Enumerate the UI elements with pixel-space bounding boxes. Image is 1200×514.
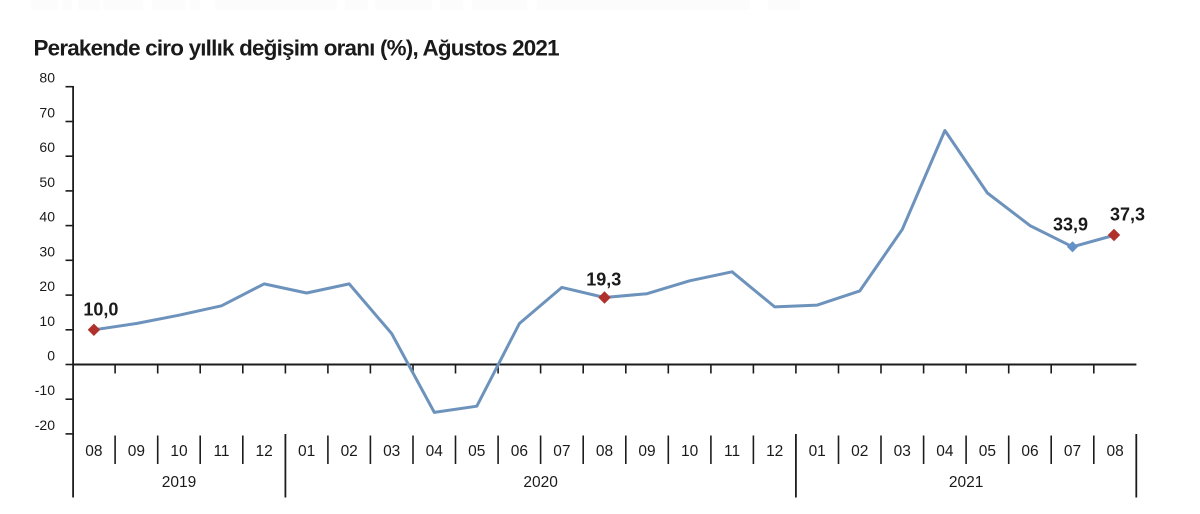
svg-text:19,3: 19,3: [586, 269, 621, 289]
svg-text:2019: 2019: [162, 474, 196, 491]
svg-text:12: 12: [766, 443, 783, 460]
svg-text:40: 40: [39, 209, 55, 225]
svg-text:70: 70: [39, 105, 55, 121]
svg-text:2021: 2021: [949, 474, 983, 491]
svg-text:20: 20: [39, 278, 55, 294]
svg-text:07: 07: [1064, 443, 1081, 460]
svg-text:01: 01: [809, 443, 826, 460]
svg-text:80: 80: [39, 70, 55, 86]
svg-text:05: 05: [979, 443, 996, 460]
svg-text:01: 01: [298, 443, 315, 460]
svg-text:10,0: 10,0: [83, 300, 118, 320]
svg-text:09: 09: [128, 443, 145, 460]
svg-text:08: 08: [596, 443, 613, 460]
svg-text:-20: -20: [35, 417, 55, 433]
svg-text:37,3: 37,3: [1110, 205, 1145, 225]
svg-text:0: 0: [47, 348, 55, 364]
svg-text:Perakende ciro yıllık değişim: Perakende ciro yıllık değişim oranı (%),…: [34, 36, 560, 61]
svg-text:04: 04: [936, 443, 954, 460]
svg-text:03: 03: [894, 443, 911, 460]
svg-text:10: 10: [170, 443, 188, 460]
svg-text:09: 09: [638, 443, 655, 460]
svg-text:11: 11: [724, 443, 740, 460]
svg-text:02: 02: [851, 443, 868, 460]
svg-text:60: 60: [39, 139, 55, 155]
svg-text:10: 10: [681, 443, 699, 460]
svg-text:02: 02: [341, 443, 358, 460]
svg-text:04: 04: [426, 443, 444, 460]
svg-text:03: 03: [383, 443, 400, 460]
svg-text:50: 50: [39, 174, 55, 190]
svg-text:11: 11: [213, 443, 229, 460]
svg-text:-10: -10: [35, 382, 55, 398]
svg-text:30: 30: [39, 243, 55, 259]
svg-text:2020: 2020: [523, 474, 558, 491]
svg-text:05: 05: [468, 443, 485, 460]
svg-text:06: 06: [1021, 443, 1038, 460]
svg-text:12: 12: [255, 443, 272, 460]
svg-text:08: 08: [1106, 443, 1123, 460]
svg-text:10: 10: [39, 313, 55, 329]
svg-text:33,9: 33,9: [1053, 215, 1088, 235]
svg-text:06: 06: [511, 443, 528, 460]
svg-text:08: 08: [85, 443, 102, 460]
svg-text:07: 07: [553, 443, 570, 460]
